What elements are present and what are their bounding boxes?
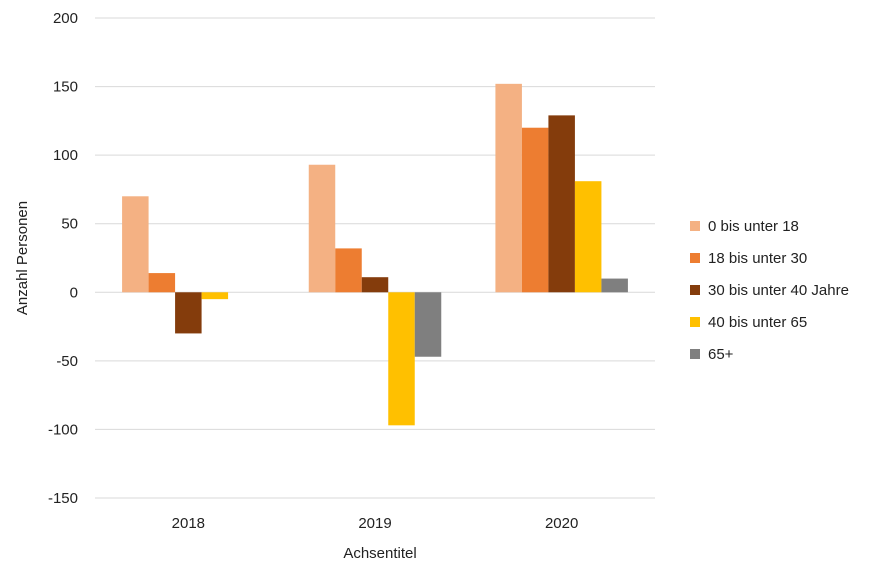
x-axis-label: Achsentitel — [343, 545, 416, 562]
legend-swatch — [690, 349, 700, 359]
bar-2020-series-3 — [574, 181, 602, 293]
legend-label: 65+ — [708, 346, 734, 363]
bar-2020-series-4 — [601, 278, 628, 293]
legend-swatch — [690, 253, 700, 263]
bar-2018-series-0 — [122, 196, 149, 293]
y-tick-label: 150 — [53, 79, 78, 96]
legend-swatch — [690, 221, 700, 231]
x-tick-label: 2019 — [358, 515, 391, 532]
y-tick-label: -150 — [48, 490, 78, 507]
legend-swatch — [690, 317, 700, 327]
legend-label: 30 bis unter 40 Jahre — [708, 282, 849, 299]
bars — [122, 83, 628, 426]
bar-2019-series-0 — [308, 164, 336, 293]
y-axis-label: Anzahl Personen — [14, 201, 31, 315]
bar-2020-series-2 — [548, 115, 575, 293]
bar-2019-series-4 — [414, 292, 442, 357]
bar-2020-series-1 — [521, 127, 549, 293]
legend-label: 40 bis unter 65 — [708, 314, 807, 331]
bar-2019-series-2 — [361, 277, 389, 293]
bar-2018-series-1 — [148, 273, 176, 293]
bar-2018-series-3 — [201, 292, 229, 300]
bar-2019-series-1 — [335, 248, 362, 293]
y-tick-label: -50 — [56, 353, 78, 370]
x-tick-labels: 2018 2019 2020 — [172, 515, 579, 532]
x-tick-label: 2020 — [545, 515, 578, 532]
y-tick-labels: 200 150 100 50 0 -50 -100 -150 — [48, 10, 78, 507]
bar-2019-series-3 — [388, 292, 415, 426]
y-tick-label: 50 — [61, 216, 78, 233]
x-tick-label: 2018 — [172, 515, 205, 532]
legend-label: 0 bis unter 18 — [708, 218, 799, 235]
legend-swatch — [690, 285, 700, 295]
bar-2018-series-2 — [175, 292, 202, 334]
legend: 0 bis unter 18 18 bis unter 30 30 bis unte… — [690, 218, 849, 363]
y-tick-label: 0 — [70, 284, 78, 301]
y-tick-label: 100 — [53, 147, 78, 164]
y-tick-label: -100 — [48, 421, 78, 438]
y-tick-label: 200 — [53, 10, 78, 27]
legend-label: 18 bis unter 30 — [708, 250, 807, 267]
bar-2020-series-0 — [495, 83, 522, 293]
